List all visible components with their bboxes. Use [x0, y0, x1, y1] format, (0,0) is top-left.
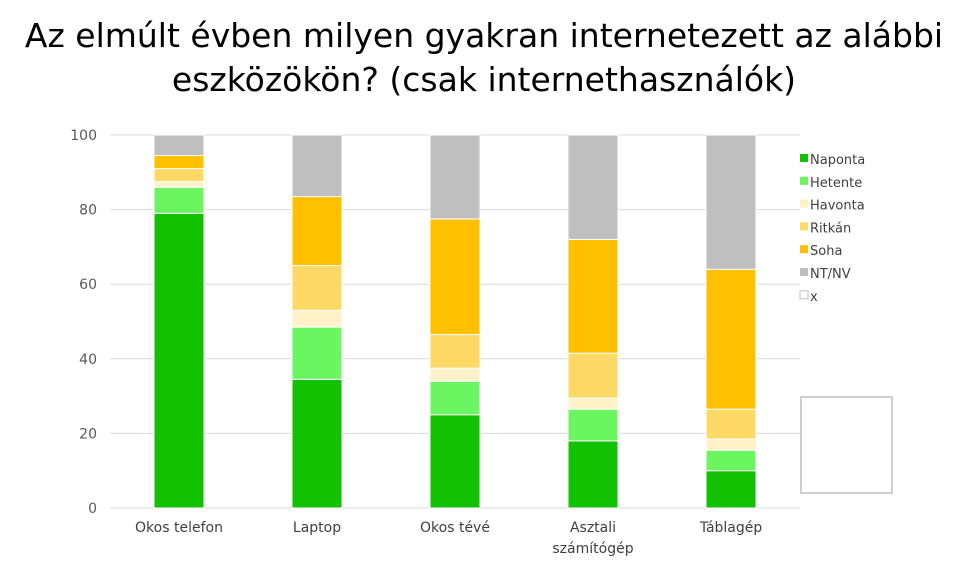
x-category-label: Táblagép	[699, 520, 763, 536]
bar-segment-naponta	[567, 440, 619, 509]
bar-segment-naponta	[705, 470, 757, 509]
y-tick-label: 80	[79, 203, 97, 219]
y-tick-label: 20	[79, 426, 97, 442]
chart-title: Az elmúlt évben milyen gyakran internete…	[0, 14, 968, 102]
bar-segment-havonta	[705, 438, 757, 451]
bar-segment-hetente	[429, 380, 481, 416]
y-tick-label: 40	[79, 352, 97, 368]
bar-segment-havonta	[291, 309, 343, 328]
bar-segment-naponta	[153, 212, 205, 509]
y-tick-label: 60	[79, 277, 97, 293]
legend-label: Naponta	[810, 153, 865, 168]
bar-segment-ritkán	[705, 408, 757, 440]
y-tick-label: 0	[88, 501, 97, 517]
x-axis: Okos telefon Laptop Okos tévé Asztali számít…	[135, 520, 762, 557]
legend-swatch	[799, 290, 809, 300]
y-tick-label: 100	[70, 128, 97, 144]
legend-label: NT/NV	[810, 267, 851, 282]
empty-box	[800, 396, 893, 494]
legend-label: Soha	[810, 244, 842, 259]
legend-swatch	[800, 199, 808, 208]
bar-segment-havonta	[567, 397, 619, 410]
x-category-label: Asztali	[570, 520, 616, 536]
legend-swatch	[800, 245, 808, 254]
bar-segment-hetente	[291, 326, 343, 380]
bar-segment-nt-nv	[705, 134, 757, 270]
legend-label: Ritkán	[810, 221, 851, 236]
bar-segment-havonta	[429, 367, 481, 382]
x-category-label: Okos telefon	[135, 520, 223, 536]
bar-segment-ritkán	[291, 265, 343, 311]
x-category-label: Laptop	[293, 520, 341, 536]
bar-segment-ritkán	[429, 334, 481, 369]
bar-segment-soha	[705, 268, 757, 410]
legend-label: Havonta	[810, 199, 865, 214]
bar-segment-ritkán	[567, 352, 619, 399]
bar-segment-soha	[567, 238, 619, 354]
bar-segment-hetente	[567, 408, 619, 442]
x-category-label: Okos tévé	[420, 520, 490, 536]
legend: Naponta Hetente Havonta Ritkán Soha NT/NV x	[799, 153, 865, 305]
bar-segment-nt-nv	[153, 134, 205, 157]
legend-swatch	[800, 268, 808, 276]
legend-label: Hetente	[810, 176, 862, 191]
legend-swatch	[800, 154, 808, 162]
bar-segment-ritkán	[153, 168, 205, 183]
bar-segment-naponta	[291, 378, 343, 509]
bar-segment-havonta	[153, 181, 205, 188]
legend-swatch	[800, 222, 808, 231]
bar-segment-hetente	[153, 186, 205, 214]
chart-title-line-1: Az elmúlt évben milyen gyakran internete…	[24, 16, 944, 55]
y-axis: 0 20 40 60 80 100	[70, 128, 97, 517]
bar-segment-soha	[291, 196, 343, 267]
bars	[153, 134, 757, 509]
bar-segment-nt-nv	[567, 134, 619, 240]
bar-segment-soha	[153, 155, 205, 170]
x-category-label: számítógép	[552, 541, 633, 557]
legend-label: x	[810, 290, 818, 305]
bar-segment-hetente	[705, 449, 757, 472]
legend-swatch	[800, 176, 808, 185]
bar-segment-soha	[429, 218, 481, 336]
bar-segment-naponta	[429, 414, 481, 509]
bar-segment-nt-nv	[291, 134, 343, 198]
chart-title-line-2: eszközökön? (csak internethasználók)	[171, 60, 797, 99]
bar-segment-nt-nv	[429, 134, 481, 220]
